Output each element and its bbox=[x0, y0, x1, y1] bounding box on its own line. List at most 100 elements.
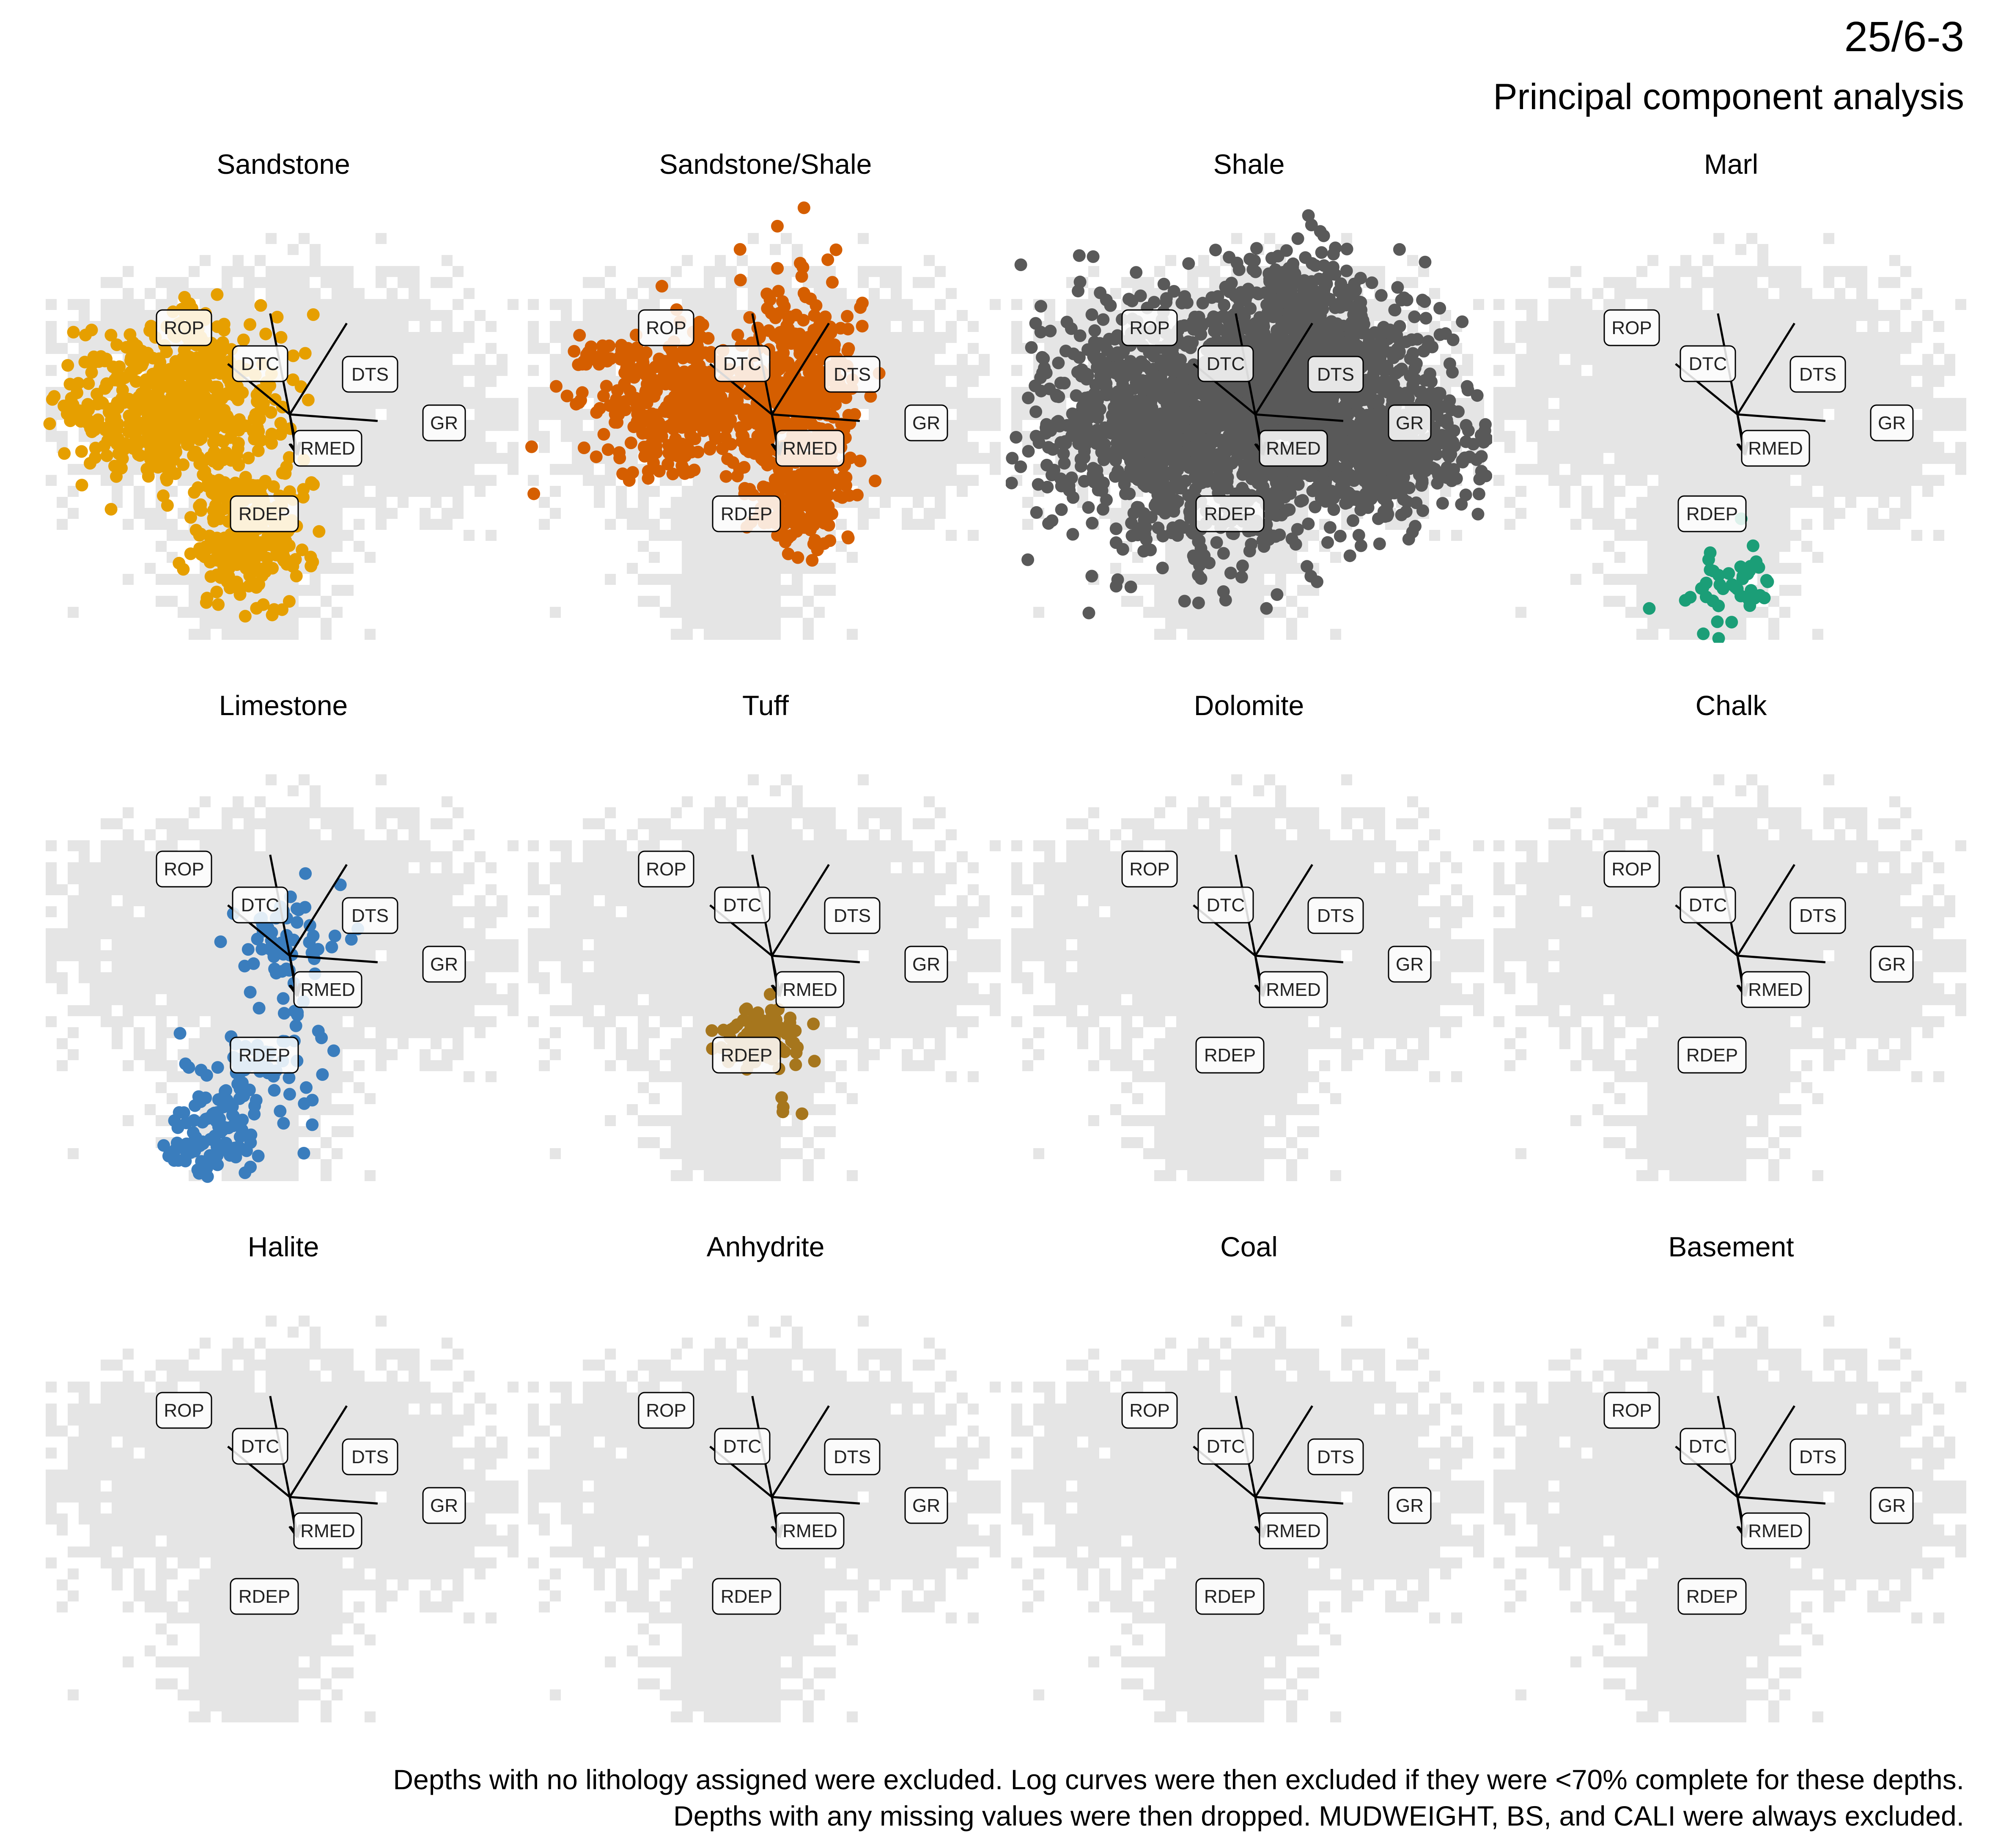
data-point bbox=[1279, 504, 1293, 517]
data-point bbox=[1210, 479, 1223, 492]
data-point bbox=[104, 503, 118, 516]
data-point bbox=[271, 310, 284, 324]
data-point bbox=[1309, 500, 1322, 513]
data-point bbox=[1269, 308, 1282, 321]
data-point bbox=[84, 422, 97, 435]
data-point bbox=[306, 1118, 319, 1131]
data-point bbox=[1169, 446, 1182, 459]
data-point bbox=[211, 384, 224, 398]
data-point bbox=[1180, 296, 1194, 309]
data-point bbox=[720, 422, 733, 435]
data-point bbox=[1087, 462, 1100, 475]
data-point bbox=[233, 1092, 246, 1105]
data-point bbox=[192, 400, 205, 413]
data-point bbox=[305, 559, 318, 573]
label-dts: DTS bbox=[1307, 356, 1364, 393]
data-point bbox=[1128, 423, 1141, 436]
data-point bbox=[1210, 536, 1223, 549]
data-point bbox=[239, 610, 252, 623]
data-point bbox=[204, 570, 217, 583]
data-point bbox=[1196, 469, 1209, 483]
data-point bbox=[757, 480, 770, 494]
data-point bbox=[1365, 276, 1378, 289]
data-point bbox=[1205, 400, 1218, 413]
data-point bbox=[1238, 315, 1251, 329]
label-dtc: DTC bbox=[1197, 886, 1254, 924]
label-rop: ROP bbox=[638, 850, 694, 888]
data-point bbox=[210, 585, 223, 598]
data-point bbox=[89, 441, 102, 455]
data-point bbox=[222, 1146, 236, 1159]
data-point bbox=[1400, 505, 1413, 518]
data-point bbox=[156, 374, 169, 387]
data-point bbox=[157, 1139, 170, 1152]
data-point bbox=[1249, 320, 1262, 333]
data-point bbox=[785, 331, 798, 344]
data-point bbox=[1340, 264, 1353, 277]
data-point bbox=[1010, 431, 1023, 444]
data-point bbox=[1168, 471, 1181, 484]
data-point bbox=[769, 311, 782, 324]
data-point bbox=[669, 433, 682, 446]
data-point bbox=[221, 1094, 234, 1107]
data-point bbox=[1400, 293, 1413, 307]
data-point bbox=[777, 346, 790, 359]
data-point bbox=[1082, 391, 1095, 404]
label-dtc: DTC bbox=[1680, 345, 1736, 382]
data-point bbox=[1245, 538, 1258, 551]
facet-title: Chalk bbox=[1695, 690, 1767, 721]
data-point bbox=[297, 1147, 310, 1160]
data-point bbox=[221, 388, 234, 401]
data-point bbox=[1052, 356, 1065, 370]
data-point bbox=[1282, 306, 1295, 319]
data-point bbox=[283, 595, 296, 608]
data-point bbox=[237, 333, 250, 346]
data-point bbox=[1331, 345, 1344, 358]
data-point bbox=[613, 452, 626, 464]
data-point bbox=[1073, 249, 1086, 262]
data-point bbox=[224, 378, 237, 390]
label-gr: GR bbox=[1388, 404, 1432, 441]
data-point bbox=[1419, 255, 1432, 269]
data-point bbox=[1022, 392, 1035, 404]
data-point bbox=[203, 529, 216, 543]
data-point bbox=[1109, 522, 1123, 535]
data-point bbox=[807, 537, 820, 551]
data-point bbox=[1348, 430, 1361, 443]
data-point bbox=[1157, 389, 1170, 403]
data-point bbox=[702, 381, 715, 394]
data-point bbox=[666, 467, 679, 480]
loading-line-gr bbox=[771, 954, 860, 963]
facet-sandstone-shale: Sandstone/Shale DTC DTS ROP GR RMED RDEP bbox=[522, 148, 1009, 655]
data-point bbox=[1123, 293, 1135, 306]
data-point bbox=[283, 451, 296, 464]
facet-anhydrite: Anhydrite DTC DTS ROP GR RMED RDEP bbox=[522, 1231, 1009, 1738]
data-point bbox=[705, 1024, 719, 1037]
data-point bbox=[195, 1064, 208, 1077]
data-point bbox=[1744, 560, 1757, 573]
data-point bbox=[1459, 488, 1472, 502]
data-point bbox=[1058, 457, 1071, 470]
data-point bbox=[58, 399, 71, 412]
data-point bbox=[1067, 409, 1080, 422]
data-point bbox=[1314, 225, 1327, 238]
data-point bbox=[737, 1014, 750, 1027]
data-point bbox=[1278, 491, 1291, 504]
data-point bbox=[1273, 350, 1287, 363]
data-point bbox=[259, 327, 272, 340]
data-point bbox=[579, 358, 593, 371]
data-point bbox=[264, 406, 277, 419]
loading-line-dts bbox=[1736, 864, 1795, 957]
data-point bbox=[207, 436, 220, 449]
data-point bbox=[642, 445, 656, 458]
data-point bbox=[211, 288, 224, 301]
data-point bbox=[782, 529, 795, 543]
data-point bbox=[1368, 359, 1381, 372]
data-point bbox=[1114, 359, 1127, 371]
data-point bbox=[218, 1121, 231, 1134]
figure-subtitle: Principal component analysis bbox=[1493, 77, 1964, 117]
data-point bbox=[636, 427, 649, 440]
